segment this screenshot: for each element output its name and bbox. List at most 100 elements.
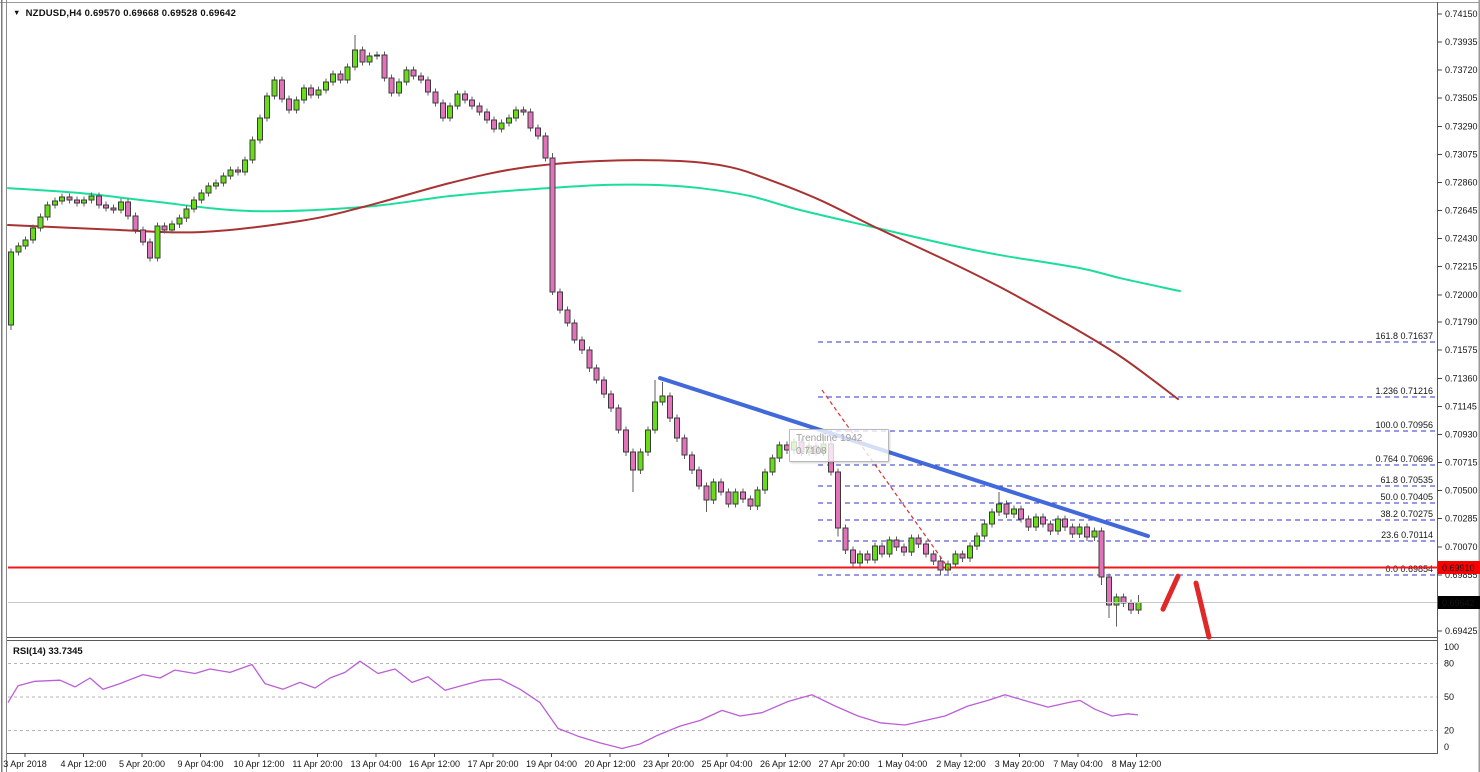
candle-body bbox=[622, 429, 629, 453]
time-tick-label: 17 Apr 20:00 bbox=[467, 759, 518, 769]
candle-body bbox=[227, 169, 234, 177]
candle-body bbox=[681, 437, 688, 456]
candle-body bbox=[637, 451, 644, 471]
time-tick-label: 27 Apr 20:00 bbox=[818, 759, 869, 769]
candle-body bbox=[857, 553, 864, 564]
price-tick-label: 0.72430 bbox=[1445, 234, 1478, 244]
current-price-tag: 0.69642 bbox=[1438, 596, 1480, 610]
candle-body bbox=[410, 69, 417, 77]
symbol-dropdown-icon[interactable]: ▼ bbox=[13, 8, 21, 17]
candle-body bbox=[542, 135, 549, 159]
candle-body bbox=[886, 539, 893, 555]
candle-body bbox=[278, 79, 285, 100]
fib-label-100.0: 100.0 0.70956 bbox=[1375, 420, 1433, 430]
candle-body bbox=[125, 201, 132, 217]
candle-body bbox=[1091, 530, 1098, 538]
time-tick-label: 19 Apr 04:00 bbox=[526, 759, 577, 769]
candle-body bbox=[374, 54, 380, 57]
candle-body bbox=[557, 291, 563, 311]
candle-body bbox=[81, 199, 88, 204]
candle-body bbox=[198, 192, 205, 201]
candle-body bbox=[22, 239, 29, 247]
candle-body bbox=[352, 49, 359, 68]
candle-body bbox=[147, 241, 154, 259]
time-tick-label: 25 Apr 04:00 bbox=[701, 759, 752, 769]
candle-body bbox=[578, 339, 585, 351]
candle-body bbox=[483, 111, 490, 121]
candle-body bbox=[95, 195, 102, 206]
price-axis[interactable]: 0.74150 0.73935 0.73720 0.73505 0.73290 0.730… bbox=[1437, 9, 1480, 636]
candle-body bbox=[996, 503, 1003, 513]
candle-body bbox=[908, 537, 915, 553]
candle-body bbox=[564, 309, 571, 324]
candle-body bbox=[242, 159, 249, 173]
candle-body bbox=[923, 543, 929, 555]
candle-body bbox=[117, 201, 124, 211]
fib-label-61.8: 61.8 0.70535 bbox=[1380, 475, 1433, 485]
time-tick-label: 3 May 20:00 bbox=[995, 759, 1045, 769]
blue-trendline[interactable] bbox=[658, 376, 1150, 539]
price-tick-label: 0.73935 bbox=[1445, 37, 1478, 47]
candle-body bbox=[37, 216, 44, 229]
candle-body bbox=[161, 225, 168, 231]
candle-body bbox=[652, 401, 659, 431]
candle-body bbox=[51, 200, 58, 206]
time-tick-label: 13 Apr 04:00 bbox=[350, 759, 401, 769]
candle-body bbox=[212, 182, 219, 187]
candle-body bbox=[359, 49, 366, 63]
time-tick-label: 9 Apr 04:00 bbox=[177, 759, 223, 769]
candle-body bbox=[322, 81, 329, 91]
candle-body bbox=[1106, 576, 1112, 606]
rsi-scale-label: 80 bbox=[1444, 658, 1454, 668]
time-tick-label: 20 Apr 12:00 bbox=[584, 759, 635, 769]
candle-body bbox=[732, 491, 739, 505]
candle-body bbox=[710, 481, 717, 501]
candle-body bbox=[666, 395, 673, 419]
candle-body bbox=[417, 75, 424, 81]
candle-body bbox=[249, 139, 256, 161]
svg-text:0.69642: 0.69642 bbox=[1442, 598, 1475, 608]
candle-body bbox=[674, 417, 681, 439]
red-projection-stroke-2[interactable] bbox=[1193, 580, 1212, 640]
time-tick-label: 16 Apr 12:00 bbox=[409, 759, 460, 769]
time-tick-label: 2 May 12:00 bbox=[936, 759, 986, 769]
time-tick-label: 23 Apr 20:00 bbox=[643, 759, 694, 769]
red-projection-stroke-1[interactable] bbox=[1160, 573, 1181, 612]
candle-body bbox=[403, 69, 410, 83]
rsi-indicator-label: RSI(14) 33.7345 bbox=[13, 646, 83, 657]
candle-body bbox=[1069, 526, 1076, 535]
price-tick-label: 0.70070 bbox=[1445, 542, 1478, 552]
candle-body bbox=[476, 105, 483, 113]
candle-body bbox=[183, 208, 190, 219]
candle-body bbox=[461, 93, 468, 101]
candle-body bbox=[220, 175, 227, 184]
candle-body bbox=[600, 379, 607, 395]
candle-body bbox=[88, 195, 95, 201]
candle-body bbox=[571, 322, 578, 341]
candle-body bbox=[300, 87, 307, 101]
tooltip-title: Trendline 1942 bbox=[796, 433, 863, 444]
candle-body bbox=[110, 207, 117, 211]
candle-body bbox=[586, 349, 593, 369]
candle-body bbox=[915, 537, 922, 545]
candle-body bbox=[103, 204, 110, 209]
candle-body bbox=[718, 481, 725, 493]
candle-body bbox=[1120, 596, 1127, 604]
rsi-scale-label: 20 bbox=[1444, 726, 1454, 736]
red-dashed-trendline[interactable] bbox=[821, 389, 953, 574]
time-tick-label: 4 Apr 12:00 bbox=[60, 759, 106, 769]
candle-body bbox=[1062, 518, 1069, 528]
candle-body bbox=[15, 245, 22, 253]
ma-red-slow bbox=[7, 159, 1179, 401]
symbol-ohlc-text: NZDUSD,H4 0.69570 0.69668 0.69528 0.6964… bbox=[25, 8, 237, 19]
candle-body bbox=[330, 73, 337, 83]
hline-price-tag: 0.69910 bbox=[1438, 561, 1480, 575]
candle-body bbox=[513, 109, 520, 119]
candle-body bbox=[615, 407, 622, 431]
candle-body bbox=[1032, 516, 1039, 528]
candle-body bbox=[988, 511, 995, 525]
candle-body bbox=[176, 217, 183, 225]
time-axis[interactable]: 3 Apr 2018 4 Apr 12:00 5 Apr 20:00 9 Apr 04… bbox=[3, 753, 1161, 769]
candle-body bbox=[1003, 503, 1010, 515]
